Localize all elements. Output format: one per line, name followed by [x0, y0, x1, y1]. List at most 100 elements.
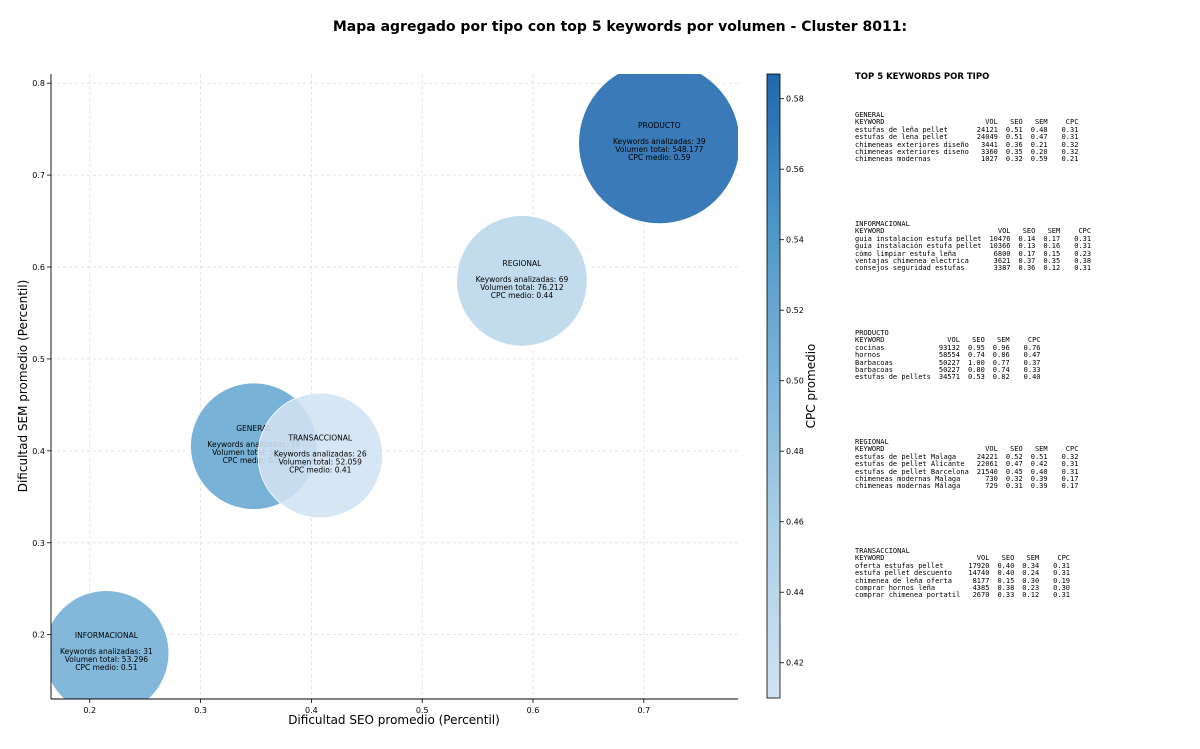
x-axis-label: Dificultad SEO promedio (Percentil) — [288, 713, 500, 727]
cell-keyword: chimeneas modernas Malaga — [855, 475, 961, 484]
cell-seo: 0.33 — [997, 591, 1015, 600]
cell-keyword: estufas de leña pellet — [855, 125, 948, 134]
bubble-keywords-label: Keywords analizadas: 19 — [207, 440, 300, 449]
bubble-type-label: REGIONAL — [503, 259, 543, 268]
keyword-table-header: KEYWORD VOL SEO SEM CPC — [855, 445, 1078, 454]
cell-vol: 24049 — [976, 133, 998, 142]
table-row: oferta estufas pellet 17920 0.40 0.34 0.31 — [855, 561, 1071, 570]
colorbar-tick-label: 0.44 — [786, 588, 804, 597]
table-row: chimeneas exteriores diseno 3360 0.35 0.20 0… — [855, 148, 1079, 157]
cell-keyword: comprar chimenea portatil — [855, 591, 961, 600]
cell-cpc: 0.17 — [1061, 475, 1079, 484]
x-tick-label: 0.7 — [637, 706, 650, 715]
keyword-group-general: GENERAL KEYWORD VOL SEO SEM CPC estufas de leñ… — [855, 111, 1079, 164]
bubble-keywords-label: Keywords analizadas: 31 — [60, 647, 153, 656]
y-axis-label: Dificultad SEM promedio (Percentil) — [16, 280, 30, 493]
header-keyword: KEYWORD — [855, 227, 885, 236]
cell-cpc: 0.32 — [1061, 452, 1079, 461]
x-tick-label: 0.3 — [194, 706, 207, 715]
cell-sem: 0.39 — [1030, 475, 1048, 484]
header-cpc: CPC — [1078, 227, 1092, 236]
table-row: estufa pellet descuento 14740 0.40 0.24 0.31 — [855, 569, 1070, 578]
header-sem: SEM — [1034, 445, 1048, 454]
bubble-cpc-label: CPC medio: 0.41 — [289, 465, 352, 474]
cell-cpc: 0.32 — [1061, 148, 1079, 157]
keyword-group-producto: PRODUCTO KEYWORD VOL SEO SEM CPC cocinas 93132 0… — [855, 329, 1041, 382]
cell-sem: 0.35 — [1043, 257, 1061, 266]
cell-keyword: chimeneas modernas — [855, 155, 931, 164]
header-keyword: KEYWORD — [855, 554, 885, 563]
keyword-table-header: KEYWORD VOL SEO SEM CPC — [855, 227, 1092, 236]
cell-vol: 17920 — [968, 561, 990, 570]
bubble-type-label: TRANSACCIONAL — [287, 433, 352, 442]
header-seo: SEO — [1001, 554, 1015, 563]
keyword-group-regional: REGIONAL KEYWORD VOL SEO SEM CPC estufas de pe… — [855, 438, 1079, 491]
cell-keyword: comprar hornos leña — [855, 584, 936, 593]
cell-sem: 0.24 — [1022, 569, 1040, 578]
top-keywords-panel: TOP 5 KEYWORDS POR TIPO GENERAL KEYWORD VO… — [855, 72, 1190, 599]
table-row: guia instalacion estufa pellet 10476 0.14 0… — [855, 235, 1091, 243]
keyword-group-informacional: INFORMACIONAL KEYWORD VOL SEO SEM CPC guia ins… — [855, 220, 1092, 273]
bubble-cpc-label: CPC medio: 0.59 — [628, 153, 691, 162]
bubble-informacional: INFORMACIONAL Keywords analizadas: 31Volu… — [51, 590, 170, 699]
cell-sem: 0.30 — [1022, 576, 1040, 585]
cell-keyword: estufas de pellet Barcelona — [855, 467, 969, 476]
x-tick-label: 0.4 — [305, 706, 318, 715]
cell-keyword: estufas de pellet Malaga — [855, 452, 957, 461]
table-row: chimeneas modernas 1027 0.32 0.59 0.21 — [855, 155, 1078, 164]
header-seo: SEO — [1010, 445, 1023, 454]
header-seo: SEO — [1010, 118, 1023, 127]
table-row: ventajas chimenea electrica 3621 0.37 0.35 0… — [855, 257, 1092, 266]
cell-seo: 0.45 — [1005, 467, 1023, 476]
table-row: estufas de pellet Barcelona 21540 0.45 0.40… — [855, 467, 1079, 476]
bubble-circle — [51, 590, 170, 699]
panel-title: TOP 5 KEYWORDS POR TIPO — [855, 72, 990, 82]
header-keyword: KEYWORD — [855, 118, 885, 127]
table-row: guía instalación estufa pellet 10366 0.13 0… — [855, 242, 1091, 250]
cell-vol: 3387 — [993, 264, 1011, 273]
y-tick-label: 0.3 — [32, 539, 45, 548]
y-tick-label: 0.2 — [32, 631, 45, 640]
table-row: chimenea de leña oferta 8177 0.15 0.30 0.19 — [855, 576, 1070, 585]
cell-cpc: 0.38 — [1074, 257, 1092, 266]
bubble-type-label: GENERAL — [236, 424, 272, 433]
cell-seo: 0.36 — [1018, 264, 1036, 273]
colorbar-tick-label: 0.56 — [786, 165, 804, 174]
cell-vol: 4385 — [972, 584, 990, 593]
cell-keyword: estufas de pellet Alicante — [855, 460, 965, 469]
table-row: estufas de leña pellet 24121 0.51 0.48 0.31 — [855, 125, 1078, 134]
table-row: Barbacoas 50227 1.00 0.77 0.37 — [855, 358, 1041, 367]
cell-seo: 0.35 — [1005, 148, 1023, 157]
bubble-circle — [578, 74, 738, 225]
header-vol: VOL — [985, 445, 998, 454]
colorbar-tick-label: 0.50 — [786, 377, 804, 386]
x-tick-label: 0.2 — [83, 706, 96, 715]
x-tick-label: 0.6 — [527, 706, 540, 715]
cell-vol: 93132 — [938, 343, 960, 352]
header-cpc: CPC — [1057, 554, 1071, 563]
cell-vol: 6800 — [993, 249, 1011, 258]
bubble-circle — [456, 215, 588, 347]
keyword-group-name: TRANSACCIONAL — [855, 547, 910, 555]
cell-seo: 0.32 — [1005, 475, 1023, 484]
chart-title: Mapa agregado por tipo con top 5 keyword… — [333, 19, 907, 35]
bubble-cpc-label: CPC medio: 0.51 — [75, 663, 138, 672]
cell-seo: 1.00 — [967, 358, 985, 367]
cell-cpc: 0.31 — [1061, 467, 1079, 476]
cell-cpc: 0.31 — [1053, 561, 1071, 570]
cell-cpc: 0.32 — [1061, 140, 1079, 149]
cell-seo: 0.52 — [1005, 452, 1023, 461]
bubble-volume-label: Volumen total: 52.059 — [279, 457, 363, 466]
cell-keyword: chimeneas exteriores diseno — [855, 148, 969, 157]
table-row: barbacoas 50227 0.80 0.74 0.33 — [855, 366, 1041, 375]
colorbar-label: CPC promedio — [804, 344, 818, 429]
cell-vol: 22061 — [976, 460, 998, 469]
cell-seo: 0.53 — [967, 373, 985, 382]
cell-keyword: consejos seguridad estufas — [855, 264, 965, 273]
cell-cpc: 0.33 — [1023, 366, 1041, 375]
y-tick-label: 0.5 — [32, 355, 45, 364]
bubble-volume-label: Volumen total: 76.212 — [480, 283, 564, 292]
keyword-table-header: KEYWORD VOL SEO SEM CPC — [855, 336, 1041, 344]
cell-keyword: chimeneas modernas Málaga — [855, 482, 961, 491]
